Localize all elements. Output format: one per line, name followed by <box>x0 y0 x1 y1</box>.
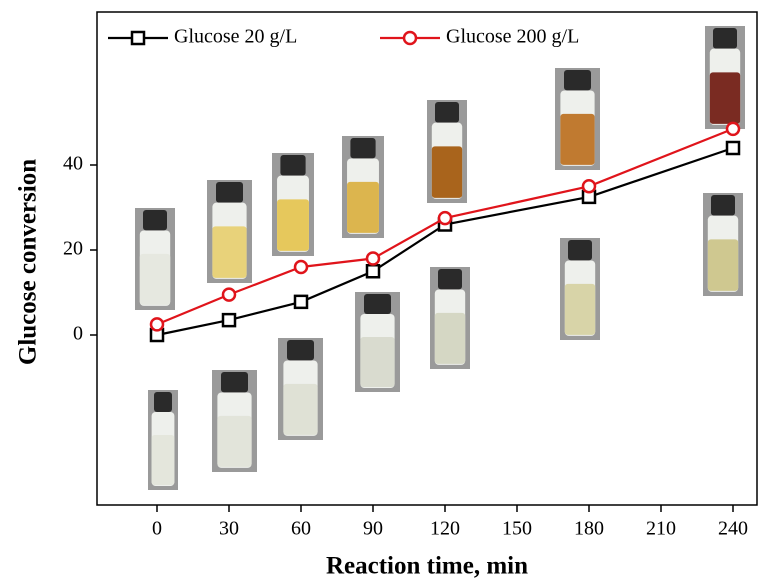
marker <box>727 123 739 135</box>
vial-liquid <box>435 313 465 364</box>
vial-cap <box>350 138 375 158</box>
plot-frame <box>97 12 757 505</box>
marker <box>404 32 416 44</box>
vial-photo <box>148 390 178 490</box>
vial-photo <box>705 26 745 129</box>
vial-photo <box>207 180 252 283</box>
y-axis-title: Glucose conversion <box>15 159 42 365</box>
marker <box>727 142 739 154</box>
vial-photo <box>430 267 470 369</box>
vial-cap <box>287 340 314 360</box>
marker <box>367 265 379 277</box>
vial-cap <box>711 195 735 216</box>
vial-liquid <box>283 384 317 435</box>
x-tick-label: 150 <box>502 518 532 540</box>
vial-photo <box>703 193 743 296</box>
vial-liquid <box>212 226 246 278</box>
x-tick-label: 90 <box>363 518 383 540</box>
vial-cap <box>216 182 243 203</box>
marker <box>583 180 595 192</box>
vial-liquid <box>710 72 740 124</box>
vial-cap <box>364 294 391 314</box>
x-tick-label: 60 <box>291 518 311 540</box>
vial-liquid <box>277 199 309 251</box>
marker <box>295 296 307 308</box>
vial-cap <box>713 28 737 49</box>
vial-photo <box>342 136 384 238</box>
vial-cap <box>280 155 305 176</box>
vial-liquid <box>565 284 595 335</box>
legend-label: Glucose 200 g/L <box>446 26 579 48</box>
x-tick-label: 120 <box>430 518 460 540</box>
y-tick-label: 0 <box>73 323 83 345</box>
x-tick-label: 180 <box>574 518 604 540</box>
vial-liquid <box>347 182 379 233</box>
marker <box>439 212 451 224</box>
y-tick-label: 20 <box>63 238 83 260</box>
vial-photo <box>355 292 400 392</box>
marker <box>223 289 235 301</box>
vial-liquid <box>708 239 738 291</box>
vial-cap <box>564 70 591 90</box>
vial-liquid <box>140 254 170 305</box>
vial-cap <box>221 372 248 392</box>
chart: Reaction time, min Glucose conversion 0 3… <box>0 0 759 587</box>
vial-photo <box>278 338 323 440</box>
y-tick-label: 40 <box>63 153 83 175</box>
vial-photo <box>135 208 175 310</box>
marker <box>223 314 235 326</box>
vial-liquid <box>560 114 594 165</box>
vial-photo <box>212 370 257 472</box>
vial-cap <box>143 210 167 230</box>
legend-label: Glucose 20 g/L <box>174 26 297 48</box>
vial-cap <box>154 392 172 412</box>
vial-photo <box>272 153 314 256</box>
vial-liquid <box>152 435 175 485</box>
x-tick-label: 30 <box>219 518 239 540</box>
x-tick-label: 0 <box>152 518 162 540</box>
x-tick-label: 210 <box>646 518 676 540</box>
vial-cap <box>568 240 592 260</box>
x-axis-title: Reaction time, min <box>326 553 528 580</box>
x-tick-label: 240 <box>718 518 748 540</box>
vial-cap <box>435 102 459 123</box>
vial-photo <box>427 100 467 203</box>
vial-cap <box>438 269 462 289</box>
marker <box>295 261 307 273</box>
vial-liquid <box>360 337 394 387</box>
marker <box>367 253 379 265</box>
vial-liquid <box>217 416 251 467</box>
vial-photo <box>560 238 600 340</box>
marker <box>132 32 144 44</box>
vial-liquid <box>432 146 462 198</box>
marker <box>151 318 163 330</box>
vial-photo <box>555 68 600 170</box>
